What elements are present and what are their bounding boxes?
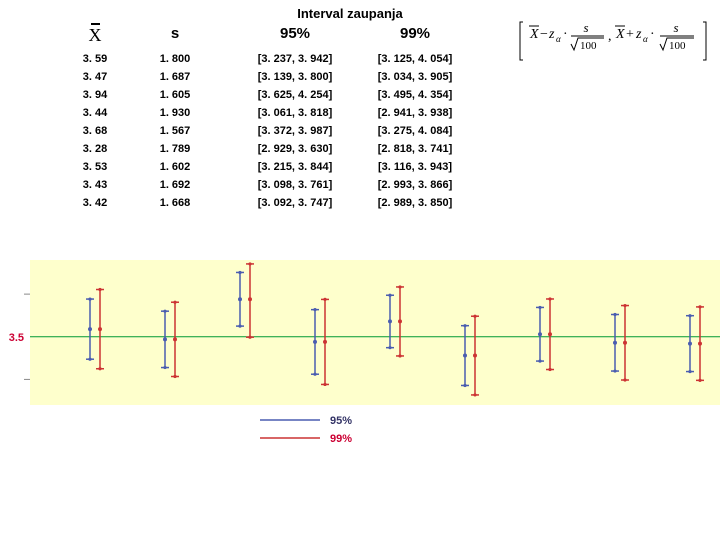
cell-ci95: [3. 061, 3. 818] [235, 104, 355, 122]
cell-s: 1. 800 [135, 50, 215, 68]
svg-text:z: z [548, 27, 555, 42]
cell-ci95: [3. 625, 4. 254] [235, 86, 355, 104]
cell-x: 3. 47 [55, 68, 135, 86]
cell-ci95: [3. 098, 3. 761] [235, 176, 355, 194]
cell-x: 3. 59 [55, 50, 135, 68]
cell-x: 3. 43 [55, 176, 135, 194]
svg-text:·: · [563, 27, 568, 42]
table-row: 3. 471. 687 [3. 139, 3. 800][3. 034, 3. 9… [55, 68, 485, 86]
table-row: 3. 441. 930 [3. 061, 3. 818][2. 941, 3. 9… [55, 104, 485, 122]
formula: X − z α · s 100 , X + z α · s [518, 18, 708, 67]
header-x: X [55, 23, 135, 50]
cell-ci99: [3. 495, 4. 354] [355, 86, 475, 104]
svg-text:−: − [540, 27, 548, 42]
header-s: s [135, 23, 215, 50]
header-99: 99% [355, 23, 475, 50]
cell-ci99: [3. 275, 4. 084] [355, 122, 475, 140]
cell-ci99: [3. 034, 3. 905] [355, 68, 475, 86]
cell-ci99: [3. 116, 3. 943] [355, 158, 475, 176]
table-row: 3. 431. 692 [3. 098, 3. 761][2. 993, 3. 8… [55, 176, 485, 194]
cell-s: 1. 605 [135, 86, 215, 104]
svg-text:s: s [673, 20, 678, 35]
svg-text:100: 100 [669, 40, 686, 52]
header-95: 95% [235, 23, 355, 50]
svg-text:100: 100 [580, 40, 597, 52]
cell-s: 1. 602 [135, 158, 215, 176]
ci-table: Interval zaupanja X s 95% 99% 3. 591. 80… [55, 6, 485, 212]
svg-text:X: X [529, 27, 539, 42]
svg-text:,: , [608, 29, 612, 44]
cell-x: 3. 42 [55, 194, 135, 212]
header-interval-title: Interval zaupanja [215, 6, 485, 21]
cell-ci95: [3. 092, 3. 747] [235, 194, 355, 212]
cell-ci95: [2. 929, 3. 630] [235, 140, 355, 158]
table-row: 3. 531. 602 [3. 215, 3. 844][3. 116, 3. 9… [55, 158, 485, 176]
cell-x: 3. 53 [55, 158, 135, 176]
svg-text:+: + [626, 27, 634, 42]
cell-s: 1. 930 [135, 104, 215, 122]
cell-s: 1. 668 [135, 194, 215, 212]
table-row: 3. 681. 567 [3. 372, 3. 987][3. 275, 4. 0… [55, 122, 485, 140]
cell-ci95: [3. 372, 3. 987] [235, 122, 355, 140]
table-row: 3. 281. 789 [2. 929, 3. 630][2. 818, 3. 7… [55, 140, 485, 158]
cell-ci99: [2. 989, 3. 850] [355, 194, 475, 212]
svg-text:95%: 95% [330, 415, 352, 427]
svg-text:X: X [615, 27, 625, 42]
table-row: 3. 421. 668 [3. 092, 3. 747][2. 989, 3. 8… [55, 194, 485, 212]
cell-s: 1. 789 [135, 140, 215, 158]
cell-x: 3. 44 [55, 104, 135, 122]
interval-chart: 3.5 95% 99% [0, 260, 720, 470]
cell-ci95: [3. 215, 3. 844] [235, 158, 355, 176]
svg-text:α: α [643, 34, 648, 44]
cell-ci99: [2. 941, 3. 938] [355, 104, 475, 122]
table-row: 3. 941. 605 [3. 625, 4. 254][3. 495, 4. 3… [55, 86, 485, 104]
cell-ci99: [3. 125, 4. 054] [355, 50, 475, 68]
cell-ci95: [3. 237, 3. 942] [235, 50, 355, 68]
cell-s: 1. 692 [135, 176, 215, 194]
svg-text:z: z [635, 27, 642, 42]
cell-ci95: [3. 139, 3. 800] [235, 68, 355, 86]
cell-s: 1. 687 [135, 68, 215, 86]
svg-text:s: s [583, 20, 588, 35]
svg-text:α: α [556, 34, 561, 44]
cell-ci99: [2. 993, 3. 866] [355, 176, 475, 194]
svg-text:3.5: 3.5 [9, 332, 24, 344]
table-row: 3. 591. 800 [3. 237, 3. 942][3. 125, 4. 0… [55, 50, 485, 68]
cell-s: 1. 567 [135, 122, 215, 140]
svg-text:99%: 99% [330, 433, 352, 445]
cell-ci99: [2. 818, 3. 741] [355, 140, 475, 158]
cell-x: 3. 68 [55, 122, 135, 140]
table-body: 3. 591. 800 [3. 237, 3. 942][3. 125, 4. 0… [55, 50, 485, 212]
cell-x: 3. 28 [55, 140, 135, 158]
svg-text:·: · [650, 27, 655, 42]
cell-x: 3. 94 [55, 86, 135, 104]
